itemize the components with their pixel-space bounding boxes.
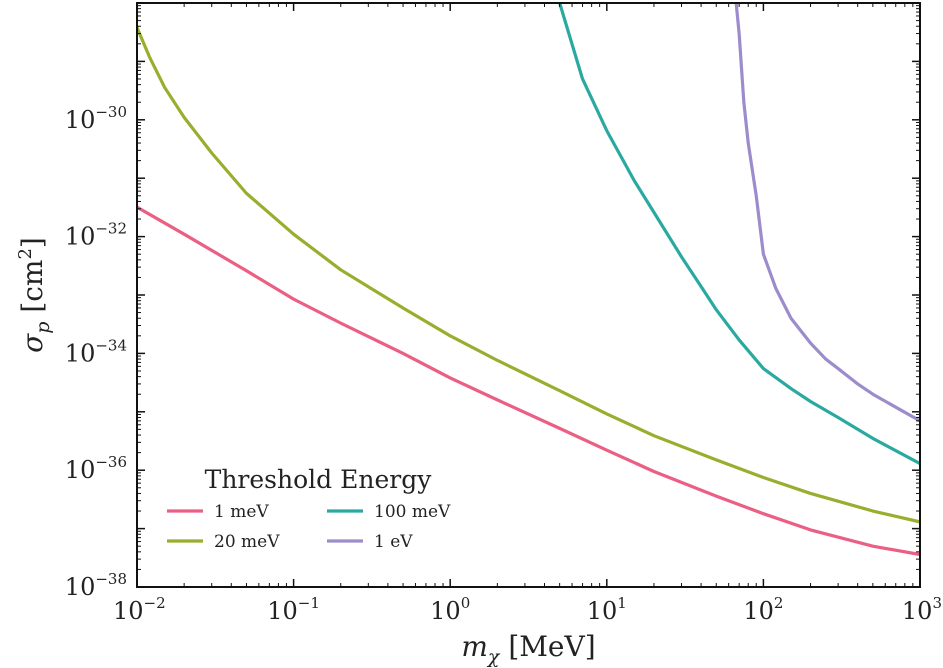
y-tick-label-exponent: −36 (95, 453, 127, 471)
y-tick-label-exponent: −38 (95, 570, 127, 588)
x-tick-label-base: 10 (902, 597, 933, 625)
y-tick-label: 10−36 (65, 453, 127, 484)
series-layer (137, 3, 920, 557)
y-tick-label: 10−34 (65, 336, 127, 367)
x-tick-label-base: 10 (113, 597, 144, 625)
x-tick-label: 10−1 (267, 594, 320, 625)
y-tick-label: 10−38 (65, 570, 127, 601)
legend-title: Threshold Energy (205, 465, 433, 494)
axis-labels: mχ [MeV] σp [cm2] (15, 237, 596, 668)
x-tick-label-exponent: 2 (774, 594, 784, 612)
axes-layer: 10−2 10−1 100 101 102 10310−3810−3610−3410−32… (65, 2, 942, 625)
x-tick-label-exponent: −1 (298, 594, 320, 612)
x-tick-label: 102 (743, 594, 783, 625)
x-tick-label-base: 10 (587, 597, 618, 625)
legend-label: 1 eV (374, 532, 413, 552)
x-tick-label: 101 (587, 594, 627, 625)
x-tick-label-exponent: 1 (617, 594, 627, 612)
y-tick-label-exponent: −32 (95, 220, 127, 238)
y-tick-label-exponent: −30 (95, 103, 127, 121)
y-tick-label-base: 10 (65, 106, 96, 134)
y-axis-label: σp [cm2] (15, 237, 54, 353)
x-tick-label-exponent: −2 (144, 594, 166, 612)
x-tick-label-exponent: 0 (461, 594, 471, 612)
legend-label: 20 meV (214, 532, 280, 552)
y-tick-label-base: 10 (65, 456, 96, 484)
legend-label: 1 meV (214, 502, 269, 522)
series-line-20-mev (137, 25, 920, 524)
y-tick-label-base: 10 (65, 223, 96, 251)
x-tick-label: 103 (902, 594, 942, 625)
x-axis-label: mχ [MeV] (461, 630, 595, 668)
series-line-1-mev (137, 205, 920, 557)
y-tick-label-exponent: −34 (95, 336, 127, 354)
x-tick-label: 100 (430, 594, 470, 625)
x-tick-label-base: 10 (267, 597, 298, 625)
y-tick-label: 10−30 (65, 103, 127, 134)
legend: Threshold Energy 1 meV 20 meV 100 meV 1 eV (167, 465, 451, 552)
series-line-1-ev (734, 3, 920, 423)
legend-label: 100 meV (374, 502, 451, 522)
x-tick-label: 10−2 (113, 594, 166, 625)
plot-frame (136, 2, 921, 588)
x-tick-label-exponent: 3 (932, 594, 942, 612)
y-tick-label-base: 10 (65, 339, 96, 367)
y-tick-label: 10−32 (65, 220, 127, 251)
x-tick-label-base: 10 (430, 597, 461, 625)
series-line-100-mev (558, 3, 920, 466)
x-tick-label-base: 10 (743, 597, 774, 625)
y-tick-label-base: 10 (65, 573, 96, 601)
